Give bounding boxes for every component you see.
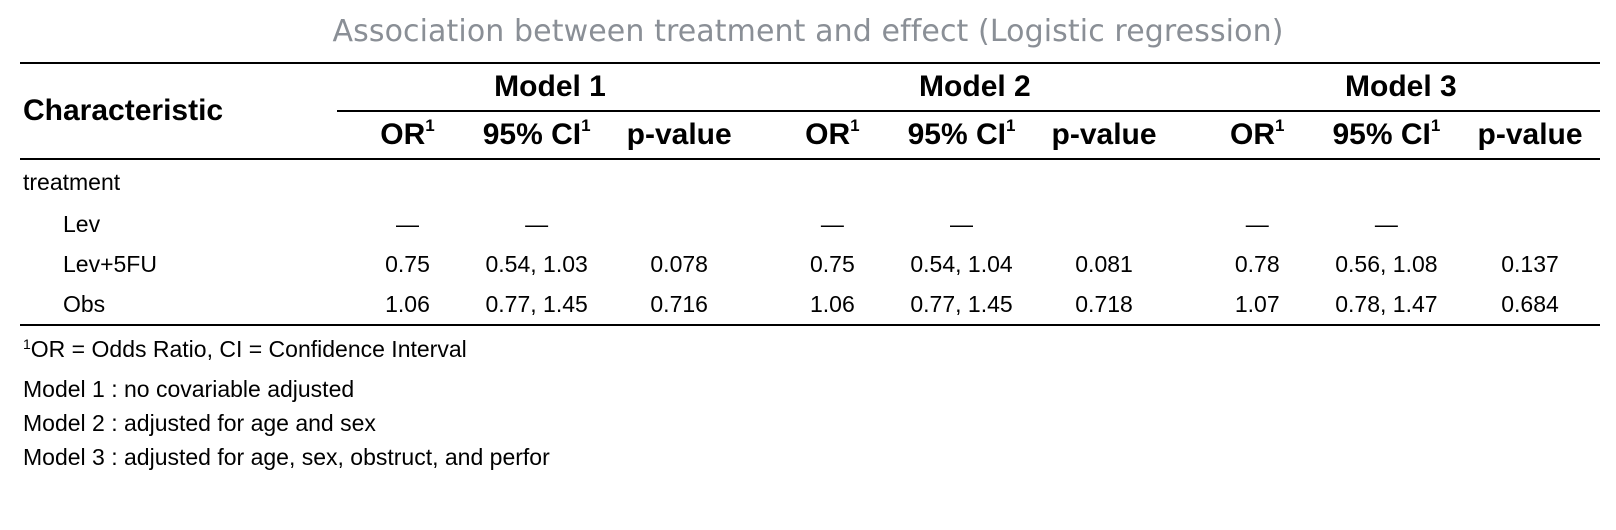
or-value: 0.75 (809, 250, 855, 277)
p-value: 0.081 (1075, 250, 1133, 277)
p-value-header: p-value (1460, 111, 1600, 160)
p-value (1035, 204, 1173, 244)
ci-value: 0.78, 1.47 (1335, 290, 1438, 317)
table-row-group: treatment (20, 159, 1600, 204)
ci-value: 0.77, 1.45 (910, 290, 1013, 317)
ci-value: 0.77, 1.45 (485, 290, 588, 317)
header-spacer (1172, 63, 1202, 112)
header-row-stats: OR1 95% CI1 p-value OR1 95% CI1 p-value … (20, 111, 1600, 160)
header-spacer (337, 63, 352, 112)
p-value-header: p-value (1035, 111, 1173, 160)
abbreviation-footnote: 1OR = Odds Ratio, CI = Confidence Interv… (23, 336, 467, 363)
ci-value: — (525, 210, 549, 237)
or-value: 0.78 (1234, 250, 1280, 277)
ci-header: 95% CI1 (463, 111, 611, 160)
ci-header: 95% CI1 (1312, 111, 1461, 160)
footnote-mark: 1 (23, 336, 31, 352)
p-value: 0.718 (1075, 290, 1133, 317)
ci-value: 0.54, 1.04 (910, 250, 1013, 277)
or-value: 1.06 (385, 290, 430, 317)
table-title: Association between treatment and effect… (332, 14, 1284, 49)
p-value: 0.684 (1501, 290, 1559, 317)
header-spacer (748, 111, 777, 160)
abbreviation-text: OR = Odds Ratio, CI = Confidence Interva… (30, 336, 467, 362)
or-value: — (395, 210, 419, 237)
table-row: Obs 1.06 0.77, 1.45 0.716 1.06 0.77, 1.4… (20, 284, 1600, 325)
header-spacer (748, 63, 777, 112)
header-row-models: Characteristic Model 1 Model 2 Model 3 (20, 63, 1600, 160)
table-row: Lev — — — — — — (20, 204, 1600, 244)
ci-value: 0.56, 1.08 (1335, 250, 1438, 277)
or-value: 1.07 (1234, 290, 1280, 317)
characteristic-header: Characteristic (20, 63, 338, 160)
row-label: Obs (63, 290, 106, 317)
or-header: OR1 (776, 111, 888, 160)
p-value: 0.137 (1501, 250, 1559, 277)
model-1-note: Model 1 : no covariable adjusted (23, 376, 355, 402)
p-value-header: p-value (610, 111, 749, 160)
p-value (1460, 204, 1600, 244)
or-value: 1.06 (809, 290, 855, 317)
or-header: OR1 (1201, 111, 1313, 160)
or-value: — (820, 210, 844, 237)
row-label: Lev+5FU (63, 250, 157, 277)
p-value: 0.078 (650, 250, 708, 277)
or-value: 0.75 (385, 250, 430, 277)
model-1-header: Model 1 (351, 63, 749, 112)
ci-header: 95% CI1 (887, 111, 1036, 160)
or-value: — (1245, 210, 1269, 237)
ci-value: — (1374, 210, 1398, 237)
regression-table: Characteristic Model 1 Model 2 Model 3 O… (20, 62, 1600, 326)
group-label-treatment: treatment (23, 168, 121, 195)
table-row: Lev+5FU 0.75 0.54, 1.03 0.078 0.75 0.54,… (20, 244, 1600, 284)
ci-value: 0.54, 1.03 (485, 250, 588, 277)
p-value (610, 204, 748, 244)
row-label: Lev (63, 210, 101, 237)
model-2-note: Model 2 : adjusted for age and sex (23, 410, 376, 436)
model-3-note: Model 3 : adjusted for age, sex, obstruc… (23, 444, 550, 470)
or-header: OR1 (351, 111, 463, 160)
header-spacer (1172, 111, 1202, 160)
model-3-header: Model 3 (1201, 63, 1600, 112)
p-value: 0.716 (650, 290, 708, 317)
model-2-header: Model 2 (776, 63, 1173, 112)
header-spacer (337, 111, 352, 160)
ci-value: — (950, 210, 974, 237)
